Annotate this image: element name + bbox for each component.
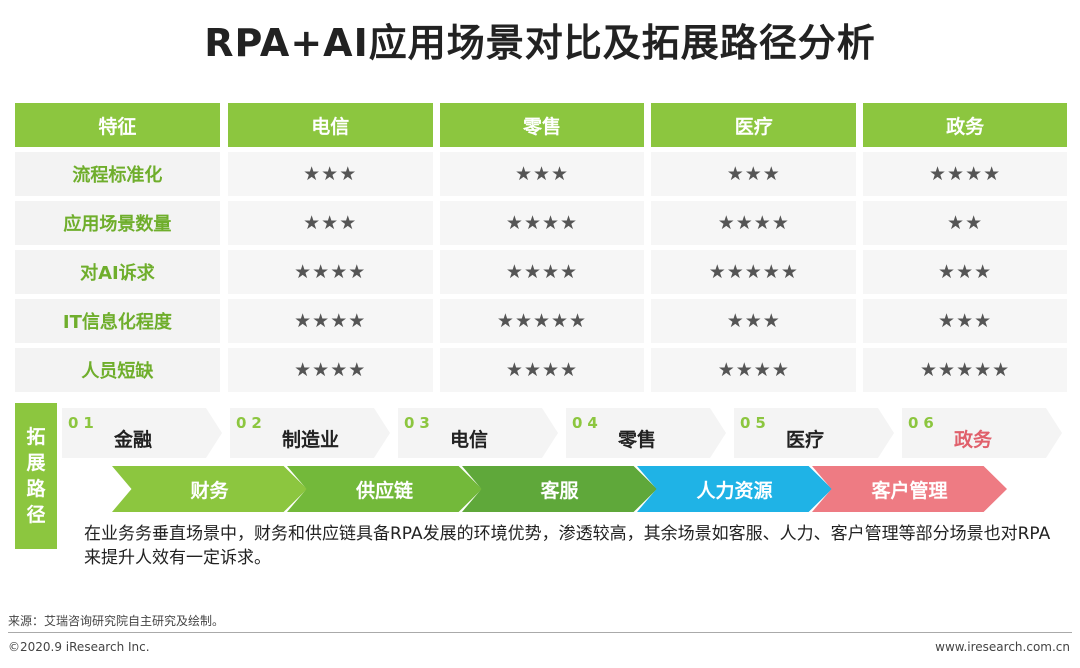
flow-hr: 人力资源 [637,466,832,512]
star-rating: ★★★ [651,152,857,196]
header-medical: 医疗 [651,103,857,147]
copyright-text: ©2020.9 iResearch Inc. [8,640,150,654]
industry-steps: 01 金融 02 制造业 03 电信 04 零售 05 医疗 06 政务 [62,408,1067,458]
flow-crm: 客户管理 [812,466,1007,512]
step-telecom: 03 电信 [398,408,558,458]
flow-finance: 财务 [112,466,307,512]
step-finance: 01 金融 [62,408,222,458]
step-manufacturing: 02 制造业 [230,408,390,458]
feature-label: IT信息化程度 [15,299,220,343]
star-rating: ★★★★ [227,348,433,392]
header-government: 政务 [863,103,1067,147]
star-rating: ★★★ [227,152,433,196]
step-number: 01 [68,414,99,432]
description-text: 在业务务垂直场景中，财务和供应链具备RPA发展的环境优势，渗透较高，其余场景如客… [84,524,1051,568]
source-note: 来源：艾瑞咨询研究院自主研究及绘制。 [8,614,225,628]
side-char: 径 [26,504,46,526]
header-telecom: 电信 [227,103,433,147]
step-retail: 04 零售 [566,408,726,458]
star-rating: ★★★★★ [863,348,1067,392]
step-arrow-shape [566,408,726,458]
table-row: 人员短缺 ★★★★ ★★★★ ★★★★ ★★★★★ [15,348,1067,392]
table-row: IT信息化程度 ★★★★ ★★★★★ ★★★ ★★★ [15,299,1067,343]
flow-customer-service: 客服 [462,466,657,512]
star-rating: ★★★★ [439,201,645,245]
star-rating: ★★★★ [439,348,645,392]
star-rating: ★★★★ [651,201,857,245]
side-char: 拓 [26,426,46,448]
footer-divider [8,632,1072,633]
step-number: 03 [404,414,435,432]
feature-label: 应用场景数量 [15,201,220,245]
star-rating: ★★★ [863,250,1067,294]
step-label: 电信 [450,429,489,451]
step-medical: 05 医疗 [734,408,894,458]
table-row: 流程标准化 ★★★ ★★★ ★★★ ★★★★ [15,152,1067,196]
step-number: 04 [572,414,603,432]
table-row: 对AI诉求 ★★★★ ★★★★ ★★★★★ ★★★ [15,250,1067,294]
step-label: 医疗 [786,429,825,451]
star-rating: ★★★ [651,299,857,343]
step-arrow-shape [398,408,558,458]
feature-label: 人员短缺 [15,348,220,392]
step-number: 06 [908,414,939,432]
step-arrow-shape [230,408,390,458]
side-char: 展 [26,452,46,474]
step-label: 政务 [954,429,993,451]
flow-supply-chain: 供应链 [287,466,482,512]
star-rating: ★★★★ [863,152,1067,196]
feature-label: 流程标准化 [15,152,220,196]
step-government: 06 政务 [902,408,1062,458]
comparison-table: 特征 电信 零售 医疗 政务 流程标准化 ★★★ ★★★ ★★★ ★★★★ 应用… [15,103,1067,397]
star-rating: ★★★★ [227,299,433,343]
expansion-path-label: 拓 展 路 径 [15,403,57,549]
step-number: 02 [236,414,267,432]
star-rating: ★★ [863,201,1067,245]
header-feature: 特征 [15,103,220,147]
website-text: www.iresearch.com.cn [935,640,1070,654]
page-title: RPA+AI应用场景对比及拓展路径分析 [204,21,876,65]
star-rating: ★★★★★ [651,250,857,294]
star-rating: ★★★★ [651,348,857,392]
table-header-row: 特征 电信 零售 医疗 政务 [15,103,1067,147]
step-arrow-shape [734,408,894,458]
function-flow: 财务 供应链 客服 人力资源 客户管理 [112,466,1012,512]
step-number: 05 [740,414,771,432]
step-arrow-shape [62,408,222,458]
header-retail: 零售 [439,103,645,147]
feature-label: 对AI诉求 [15,250,220,294]
star-rating: ★★★ [439,152,645,196]
step-label: 制造业 [282,429,340,451]
star-rating: ★★★ [227,201,433,245]
star-rating: ★★★ [863,299,1067,343]
step-label: 金融 [114,429,153,451]
star-rating: ★★★★ [439,250,645,294]
step-label: 零售 [618,429,657,451]
star-rating: ★★★★ [227,250,433,294]
star-rating: ★★★★★ [439,299,645,343]
table-row: 应用场景数量 ★★★ ★★★★ ★★★★ ★★ [15,201,1067,245]
side-char: 路 [26,478,46,500]
step-arrow-shape [902,408,1062,458]
